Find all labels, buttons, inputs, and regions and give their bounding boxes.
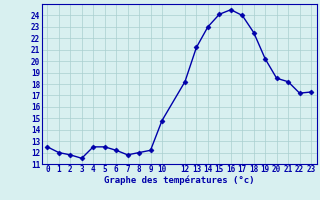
X-axis label: Graphe des températures (°c): Graphe des températures (°c) bbox=[104, 176, 254, 185]
